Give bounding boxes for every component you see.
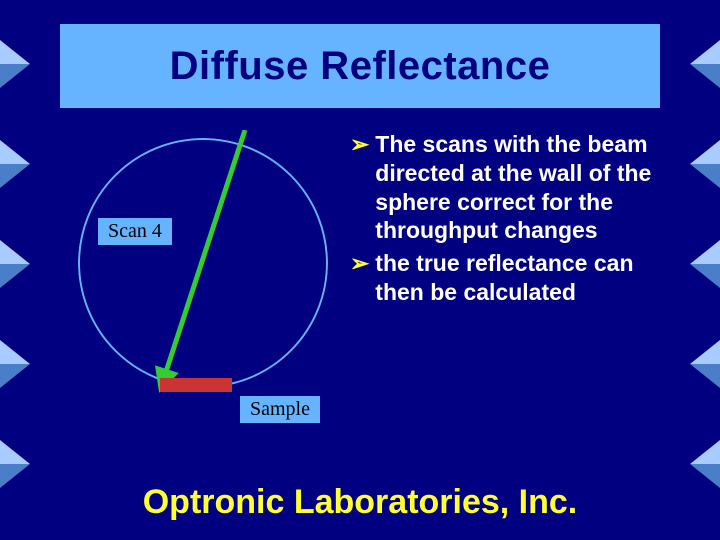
bullet-text: the true reflectance can then be calcula… bbox=[375, 249, 680, 307]
sample-bar bbox=[160, 378, 232, 392]
bullet-arrow-icon: ➢ bbox=[350, 249, 369, 307]
bullet-item: ➢The scans with the beam directed at the… bbox=[350, 130, 680, 245]
decorative-arrows-left bbox=[0, 0, 34, 540]
bullet-list: ➢The scans with the beam directed at the… bbox=[350, 130, 680, 311]
beam-line bbox=[50, 130, 340, 420]
slide-title: Diffuse Reflectance bbox=[170, 44, 551, 89]
sphere-diagram: Scan 4 Sample bbox=[50, 130, 340, 420]
bullet-item: ➢the true reflectance can then be calcul… bbox=[350, 249, 680, 307]
bullet-text: The scans with the beam directed at the … bbox=[375, 130, 680, 245]
bullet-arrow-icon: ➢ bbox=[350, 130, 369, 245]
slide: Diffuse Reflectance Scan 4 Sample ➢The s… bbox=[0, 0, 720, 540]
footer-company: Optronic Laboratories, Inc. bbox=[0, 483, 720, 522]
title-box: Diffuse Reflectance bbox=[60, 24, 660, 108]
sample-label: Sample bbox=[240, 396, 320, 423]
scan-label: Scan 4 bbox=[98, 218, 172, 245]
decorative-arrows-right bbox=[686, 0, 720, 540]
